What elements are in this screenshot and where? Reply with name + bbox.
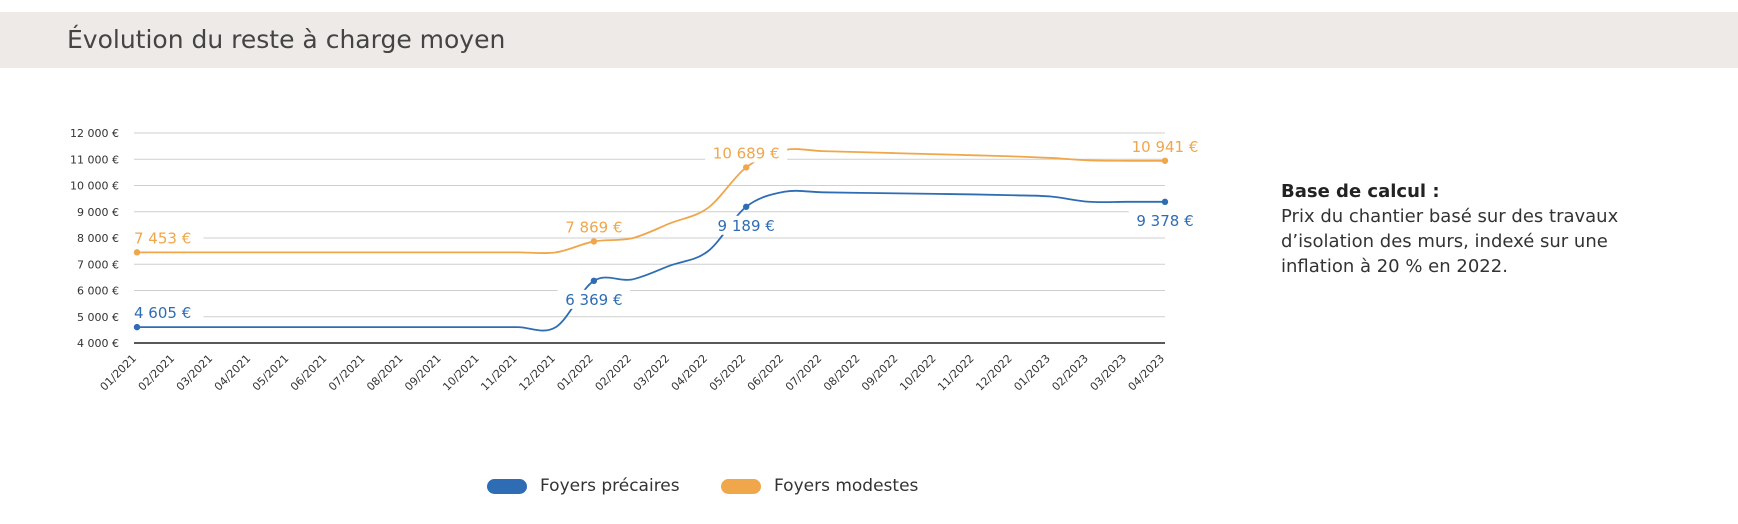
legend-swatch-precaires <box>487 478 527 494</box>
y-tick-label: 6 000 € <box>77 285 119 298</box>
data-label-bg <box>557 289 631 309</box>
data-label-bg <box>131 228 204 248</box>
x-tick-label: 06/2021 <box>288 352 330 394</box>
y-tick-label: 8 000 € <box>77 232 119 245</box>
data-label: 4 605 € <box>134 304 191 322</box>
x-tick-label: 07/2022 <box>783 352 825 394</box>
data-point <box>133 249 141 256</box>
data-point <box>1161 157 1169 164</box>
data-label-bg <box>557 217 631 237</box>
x-tick-label: 06/2022 <box>745 352 787 394</box>
x-tick-label: 01/2021 <box>98 352 140 394</box>
data-point <box>133 323 141 331</box>
data-label: 10 689 € <box>713 144 780 162</box>
y-tick-label: 4 000 € <box>77 337 119 350</box>
data-label-bg <box>1124 136 1206 156</box>
data-label: 7 869 € <box>565 218 622 236</box>
chart-legend: Foyers précaires Foyers modestes <box>0 474 1738 498</box>
x-tick-label: 01/2022 <box>555 352 597 394</box>
data-label: 9 189 € <box>718 217 775 235</box>
legend-swatch-modestes <box>721 478 761 494</box>
data-label: 7 453 € <box>134 229 191 247</box>
y-tick-label: 9 000 € <box>77 206 119 219</box>
x-tick-label: 04/2022 <box>669 352 711 394</box>
x-tick-label: 11/2021 <box>478 352 520 394</box>
x-tick-label: 08/2021 <box>364 352 406 394</box>
x-tick-label: 10/2021 <box>440 352 482 394</box>
series-line-modestes <box>137 148 1166 255</box>
data-point <box>590 277 598 285</box>
x-tick-label: 12/2022 <box>973 352 1015 394</box>
data-label-bg <box>709 215 783 235</box>
note-heading: Base de calcul : <box>1281 181 1440 202</box>
y-tick-label: 7 000 € <box>77 258 119 271</box>
x-tick-label: 04/2023 <box>1126 352 1168 394</box>
x-tick-label: 07/2021 <box>326 352 368 394</box>
x-tick-label: 01/2023 <box>1011 352 1053 394</box>
data-point <box>742 203 750 210</box>
legend-label-precaires: Foyers précaires <box>540 476 680 496</box>
x-tick-label: 08/2022 <box>821 352 863 394</box>
y-tick-label: 11 000 € <box>70 153 119 166</box>
data-label: 10 941 € <box>1132 138 1199 156</box>
x-tick-label: 10/2022 <box>897 352 939 394</box>
legend-label-modestes: Foyers modestes <box>774 476 919 496</box>
x-tick-label: 05/2022 <box>707 352 749 394</box>
x-tick-label: 11/2022 <box>935 352 977 394</box>
data-label-bg <box>131 303 204 323</box>
x-tick-label: 03/2022 <box>631 352 673 394</box>
data-label: 9 378 € <box>1136 212 1193 230</box>
data-point <box>590 238 598 245</box>
legend-item-modestes: Foyers modestes <box>721 474 918 498</box>
x-tick-label: 03/2023 <box>1088 352 1130 394</box>
note-text: Prix du chantier basé sur des travaux d’… <box>1281 206 1619 277</box>
x-tick-label: 04/2021 <box>212 352 254 394</box>
chart-header: Évolution du reste à charge moyen <box>0 12 1738 68</box>
x-tick-label: 02/2021 <box>136 352 178 394</box>
y-tick-label: 5 000 € <box>77 311 119 324</box>
x-tick-label: 12/2021 <box>516 352 558 394</box>
y-tick-label: 12 000 € <box>70 127 119 140</box>
series-line-precaires <box>137 189 1166 332</box>
x-tick-label: 03/2021 <box>174 352 216 394</box>
calculation-note: Base de calcul : Prix du chantier basé s… <box>1281 179 1681 279</box>
data-point <box>1161 198 1169 206</box>
data-label-bg <box>705 143 788 163</box>
data-label-bg <box>1128 210 1202 230</box>
chart-title: Évolution du reste à charge moyen <box>67 25 506 54</box>
x-tick-label: 09/2021 <box>402 352 444 394</box>
legend-item-precaires: Foyers précaires <box>487 474 680 498</box>
x-tick-label: 02/2022 <box>593 352 635 394</box>
x-tick-label: 02/2023 <box>1049 352 1091 394</box>
data-label: 6 369 € <box>565 291 622 309</box>
x-tick-label: 09/2022 <box>859 352 901 394</box>
y-tick-label: 10 000 € <box>70 180 119 193</box>
x-tick-label: 05/2021 <box>250 352 292 394</box>
data-point <box>742 164 750 171</box>
